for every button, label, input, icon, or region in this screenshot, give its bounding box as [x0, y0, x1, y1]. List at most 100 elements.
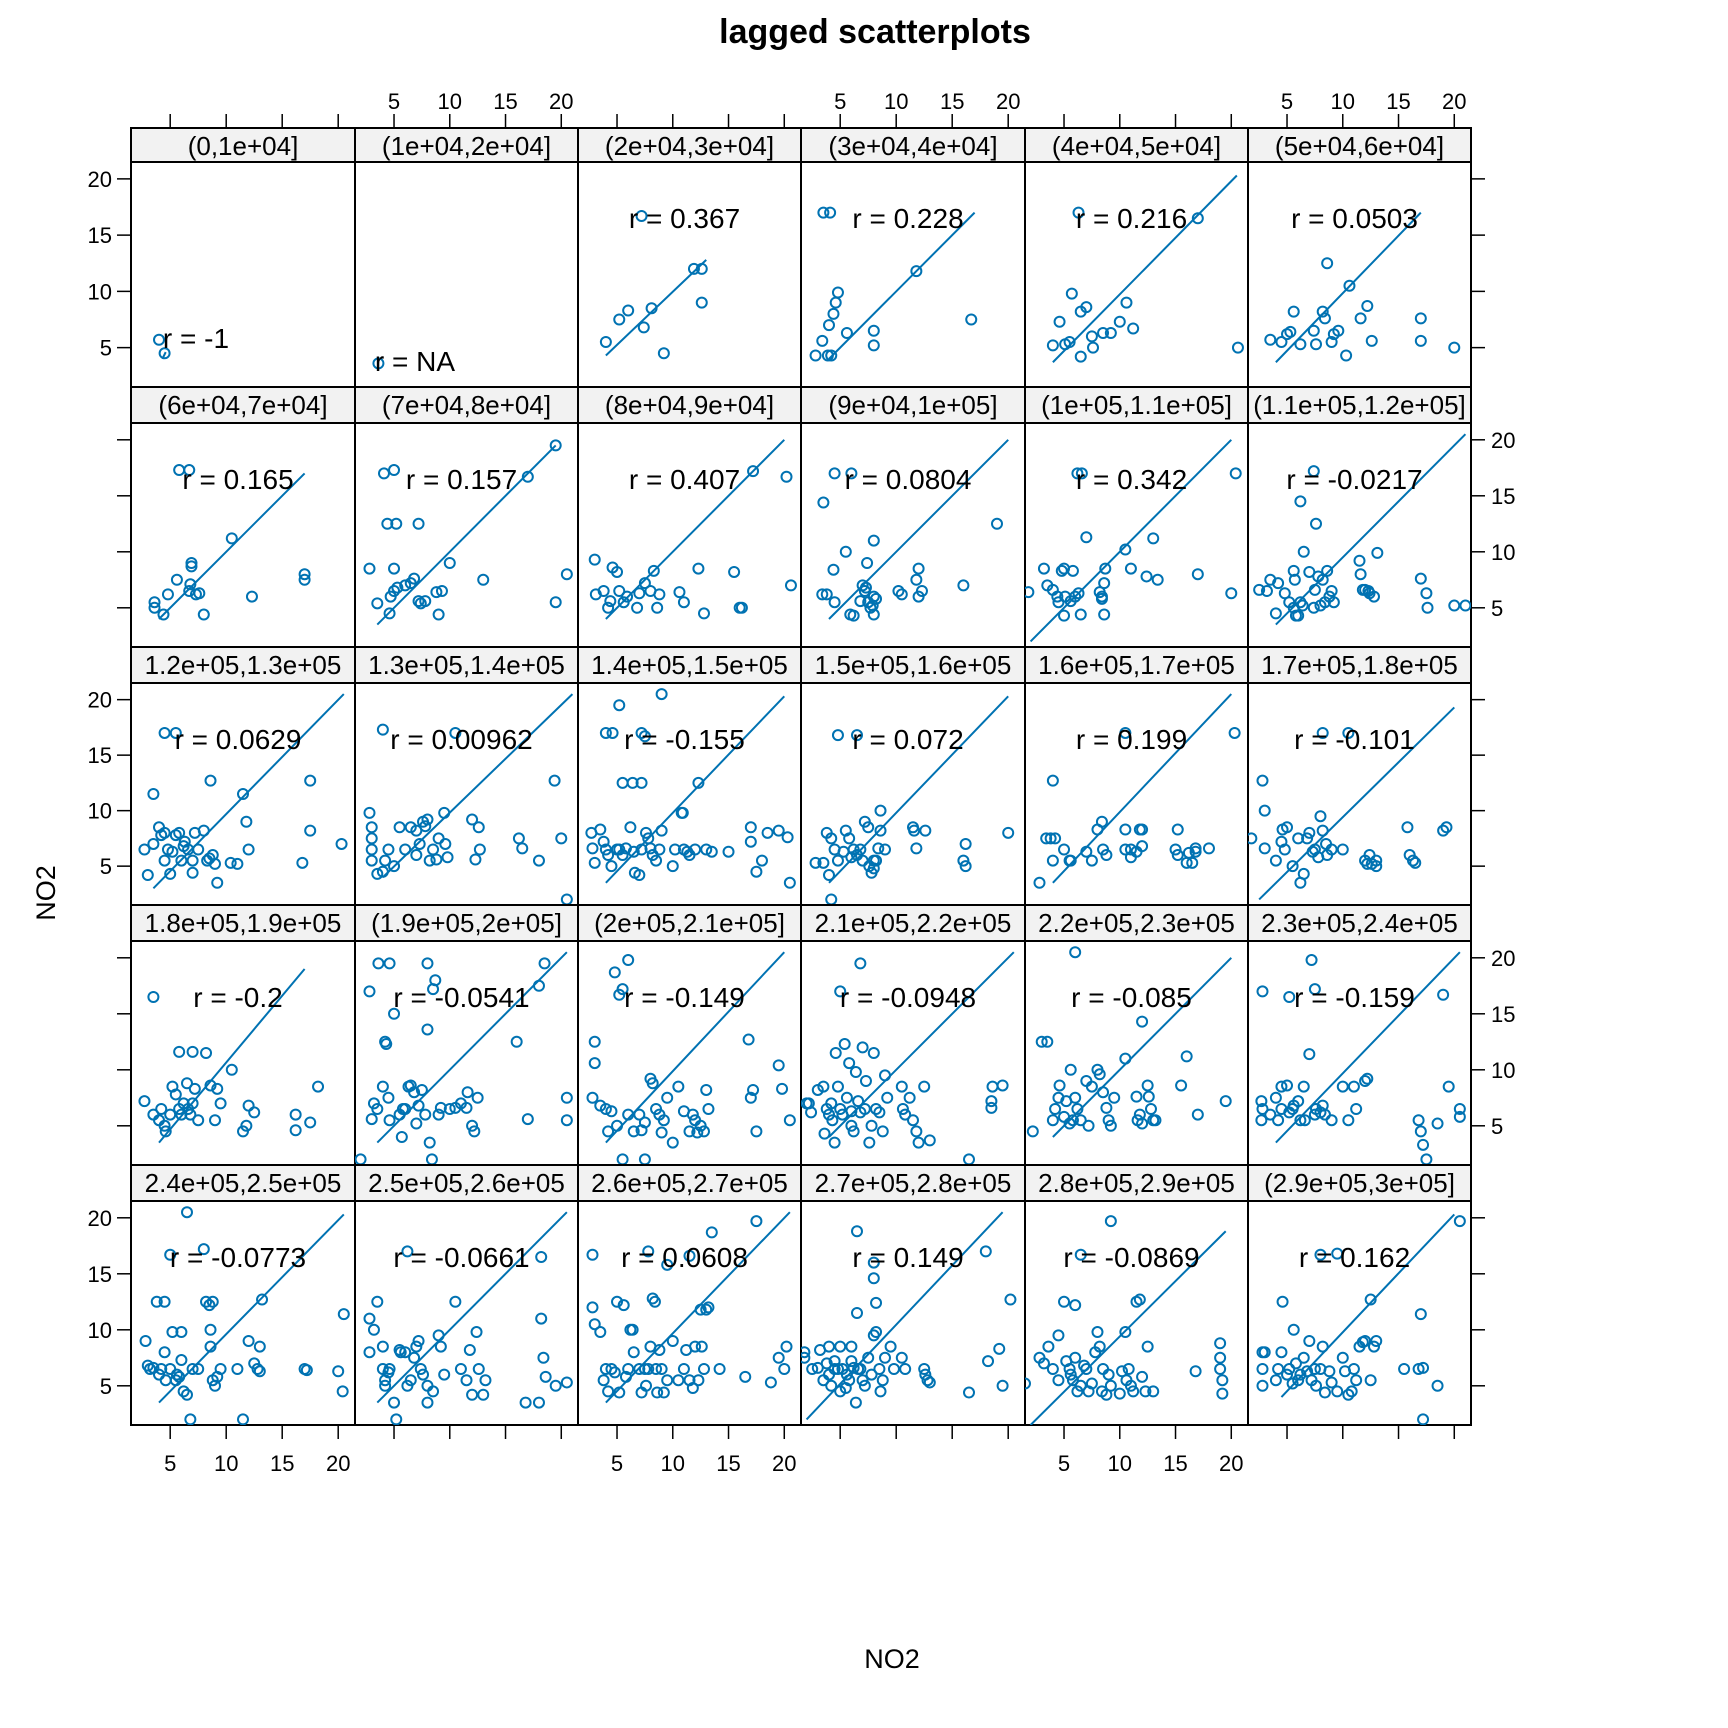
y-tick-label-left: 10	[88, 799, 112, 824]
data-point	[817, 496, 830, 509]
data-point	[441, 851, 454, 864]
data-point	[1272, 1363, 1285, 1375]
correlation-label: r = 0.157	[406, 464, 517, 495]
data-point	[410, 1117, 423, 1130]
strip-label: 1.2e+05,1.3e+05	[145, 650, 342, 680]
data-point	[863, 1136, 876, 1149]
data-point	[695, 262, 708, 275]
data-point	[1066, 1114, 1079, 1127]
data-point	[879, 1069, 891, 1082]
data-point	[460, 1101, 473, 1114]
data-point	[772, 1059, 785, 1072]
data-point	[1269, 1374, 1282, 1387]
data-point	[1308, 583, 1321, 596]
data-point	[852, 1095, 865, 1108]
data-point	[624, 821, 637, 834]
data-point	[538, 957, 551, 970]
data-point	[1269, 607, 1282, 620]
data-point	[809, 856, 822, 869]
data-point	[1127, 322, 1140, 335]
panel: 2.8e+05,2.9e+05 r = -0.0869	[1024, 1164, 1249, 1426]
data-point	[463, 1343, 476, 1356]
data-point	[1124, 843, 1137, 856]
data-point	[588, 553, 601, 566]
data-point	[1225, 587, 1238, 600]
data-point	[1453, 1103, 1466, 1115]
data-point	[1350, 1103, 1363, 1115]
data-point	[367, 1323, 380, 1336]
data-point	[371, 1295, 384, 1308]
panel-frame	[354, 161, 579, 388]
data-point	[884, 1340, 897, 1353]
data-point	[1308, 983, 1321, 996]
data-point	[1104, 1379, 1117, 1392]
data-point	[657, 1386, 670, 1399]
data-point	[1228, 726, 1241, 739]
data-point	[469, 853, 482, 866]
strip-label: 2.8e+05,2.9e+05	[1038, 1168, 1235, 1198]
panel-frame	[1247, 422, 1472, 648]
data-point	[1367, 590, 1380, 603]
data-point	[479, 1374, 492, 1387]
data-point	[691, 1126, 704, 1139]
correlation-label: r = 0.407	[629, 464, 740, 495]
panel: (8e+04,9e+04] r = 0.407	[577, 386, 802, 648]
data-point	[1171, 849, 1184, 862]
data-point	[605, 860, 618, 873]
correlation-label: r = 0.149	[852, 1242, 963, 1273]
panel: 1.2e+05,1.3e+05 r = 0.0629	[130, 646, 356, 906]
data-point	[845, 467, 858, 480]
data-point	[1058, 1295, 1071, 1308]
data-point	[843, 832, 856, 845]
data-point	[633, 1108, 646, 1121]
data-point	[206, 1295, 219, 1308]
data-point	[781, 831, 794, 844]
data-point	[1414, 312, 1427, 325]
data-point	[1191, 1108, 1204, 1121]
data-point	[159, 1125, 172, 1138]
regression-line	[1258, 706, 1455, 901]
data-point	[661, 1091, 674, 1104]
data-point	[1040, 832, 1053, 845]
correlation-label: r = -0.155	[624, 724, 745, 755]
data-point	[892, 585, 905, 597]
panel: 1.4e+05,1.5e+05 r = -0.155	[577, 646, 802, 906]
panel: (2e+04,3e+04] r = 0.367	[577, 127, 802, 388]
data-point	[1119, 823, 1132, 836]
data-point	[1431, 1117, 1444, 1130]
data-point	[184, 1413, 197, 1425]
data-point	[1361, 1072, 1374, 1085]
data-point	[1046, 774, 1059, 787]
data-point	[879, 1351, 891, 1364]
data-point	[184, 1108, 197, 1121]
data-point	[831, 1363, 844, 1375]
data-point	[335, 837, 348, 850]
data-point	[1316, 1340, 1329, 1353]
data-point	[158, 1295, 171, 1308]
data-point	[192, 843, 205, 856]
data-point	[225, 532, 238, 545]
x-tick-label-bottom: 10	[214, 1451, 238, 1476]
data-point	[158, 347, 171, 360]
panel: 1.8e+05,1.9e+05 r = -0.2	[130, 904, 356, 1166]
data-point	[1310, 1379, 1323, 1392]
data-point	[1046, 1363, 1059, 1375]
data-point	[1071, 467, 1084, 480]
data-point	[825, 1097, 838, 1110]
data-point	[631, 601, 644, 614]
correlation-label: r = 0.162	[1299, 1242, 1410, 1273]
panel-strip	[800, 386, 1026, 424]
data-point	[471, 1091, 484, 1104]
data-point	[175, 1354, 188, 1367]
y-tick-label-left: 20	[88, 1206, 112, 1231]
data-point	[1401, 821, 1414, 834]
panel: 2.2e+05,2.3e+05 r = -0.085	[1024, 904, 1249, 1166]
data-point	[539, 1370, 552, 1383]
data-point	[867, 1272, 880, 1285]
data-point	[912, 562, 925, 575]
data-point	[895, 1351, 908, 1364]
y-tick-label-left: 5	[100, 336, 112, 361]
panel-plot-area: r = 0.199	[1033, 693, 1241, 889]
data-point	[588, 1057, 601, 1070]
